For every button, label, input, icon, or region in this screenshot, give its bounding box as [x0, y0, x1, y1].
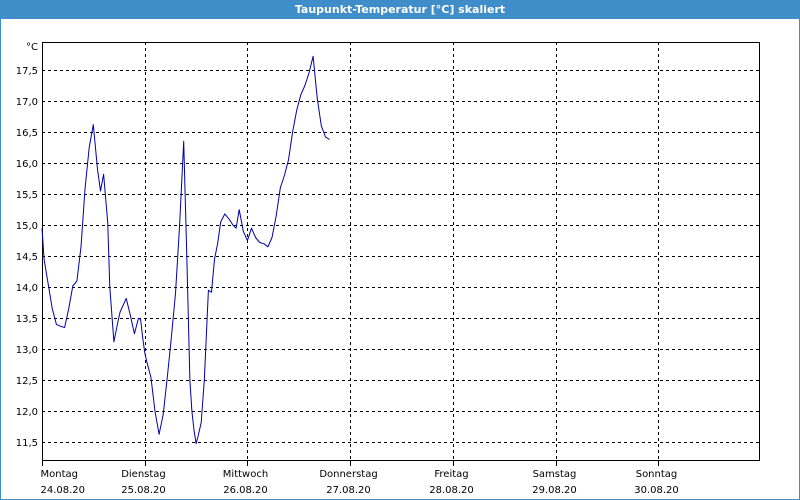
- y-tick-label: 16,0: [16, 159, 38, 170]
- y-tick-label: 14,5: [16, 252, 38, 263]
- x-tick-day: Mittwoch: [223, 469, 268, 480]
- y-tick-label: 17,0: [16, 97, 38, 108]
- x-tick-date: 27.08.20: [326, 485, 371, 496]
- plot-area: [42, 42, 760, 461]
- x-tick-day: Samstag: [533, 469, 577, 480]
- x-tick-date: 25.08.20: [121, 485, 166, 496]
- x-tick-date: 30.08.20: [634, 485, 679, 496]
- x-tick-day: Dienstag: [121, 469, 166, 480]
- x-tick-day: Sonntag: [636, 469, 678, 480]
- y-tick-label: 13,0: [16, 345, 38, 356]
- y-tick-label: 14,0: [16, 283, 38, 294]
- y-tick-label: 11,5: [16, 438, 38, 449]
- y-tick-label: 12,0: [16, 407, 38, 418]
- x-tick-date: 29.08.20: [532, 485, 577, 496]
- y-tick-label: 16,5: [16, 128, 38, 139]
- y-tick-label: 12,5: [16, 376, 38, 387]
- y-tick-label: 17,5: [16, 66, 38, 77]
- x-tick-day: Montag: [41, 469, 78, 480]
- x-tick-date: 28.08.20: [429, 485, 474, 496]
- y-tick-label: 13,5: [16, 314, 38, 325]
- window-title: Taupunkt-Temperatur [°C] skaliert: [1, 1, 799, 19]
- y-tick-label: 15,5: [16, 190, 38, 201]
- y-axis-unit: °C: [26, 42, 38, 53]
- x-tick-day: Freitag: [434, 469, 468, 480]
- y-tick-label: 15,0: [16, 221, 38, 232]
- x-tick-date: 26.08.20: [223, 485, 268, 496]
- x-tick-date: 24.08.20: [41, 485, 86, 496]
- plot-frame: [42, 42, 760, 461]
- series-line: [41, 55, 330, 445]
- x-tick-day: Donnerstag: [319, 469, 377, 480]
